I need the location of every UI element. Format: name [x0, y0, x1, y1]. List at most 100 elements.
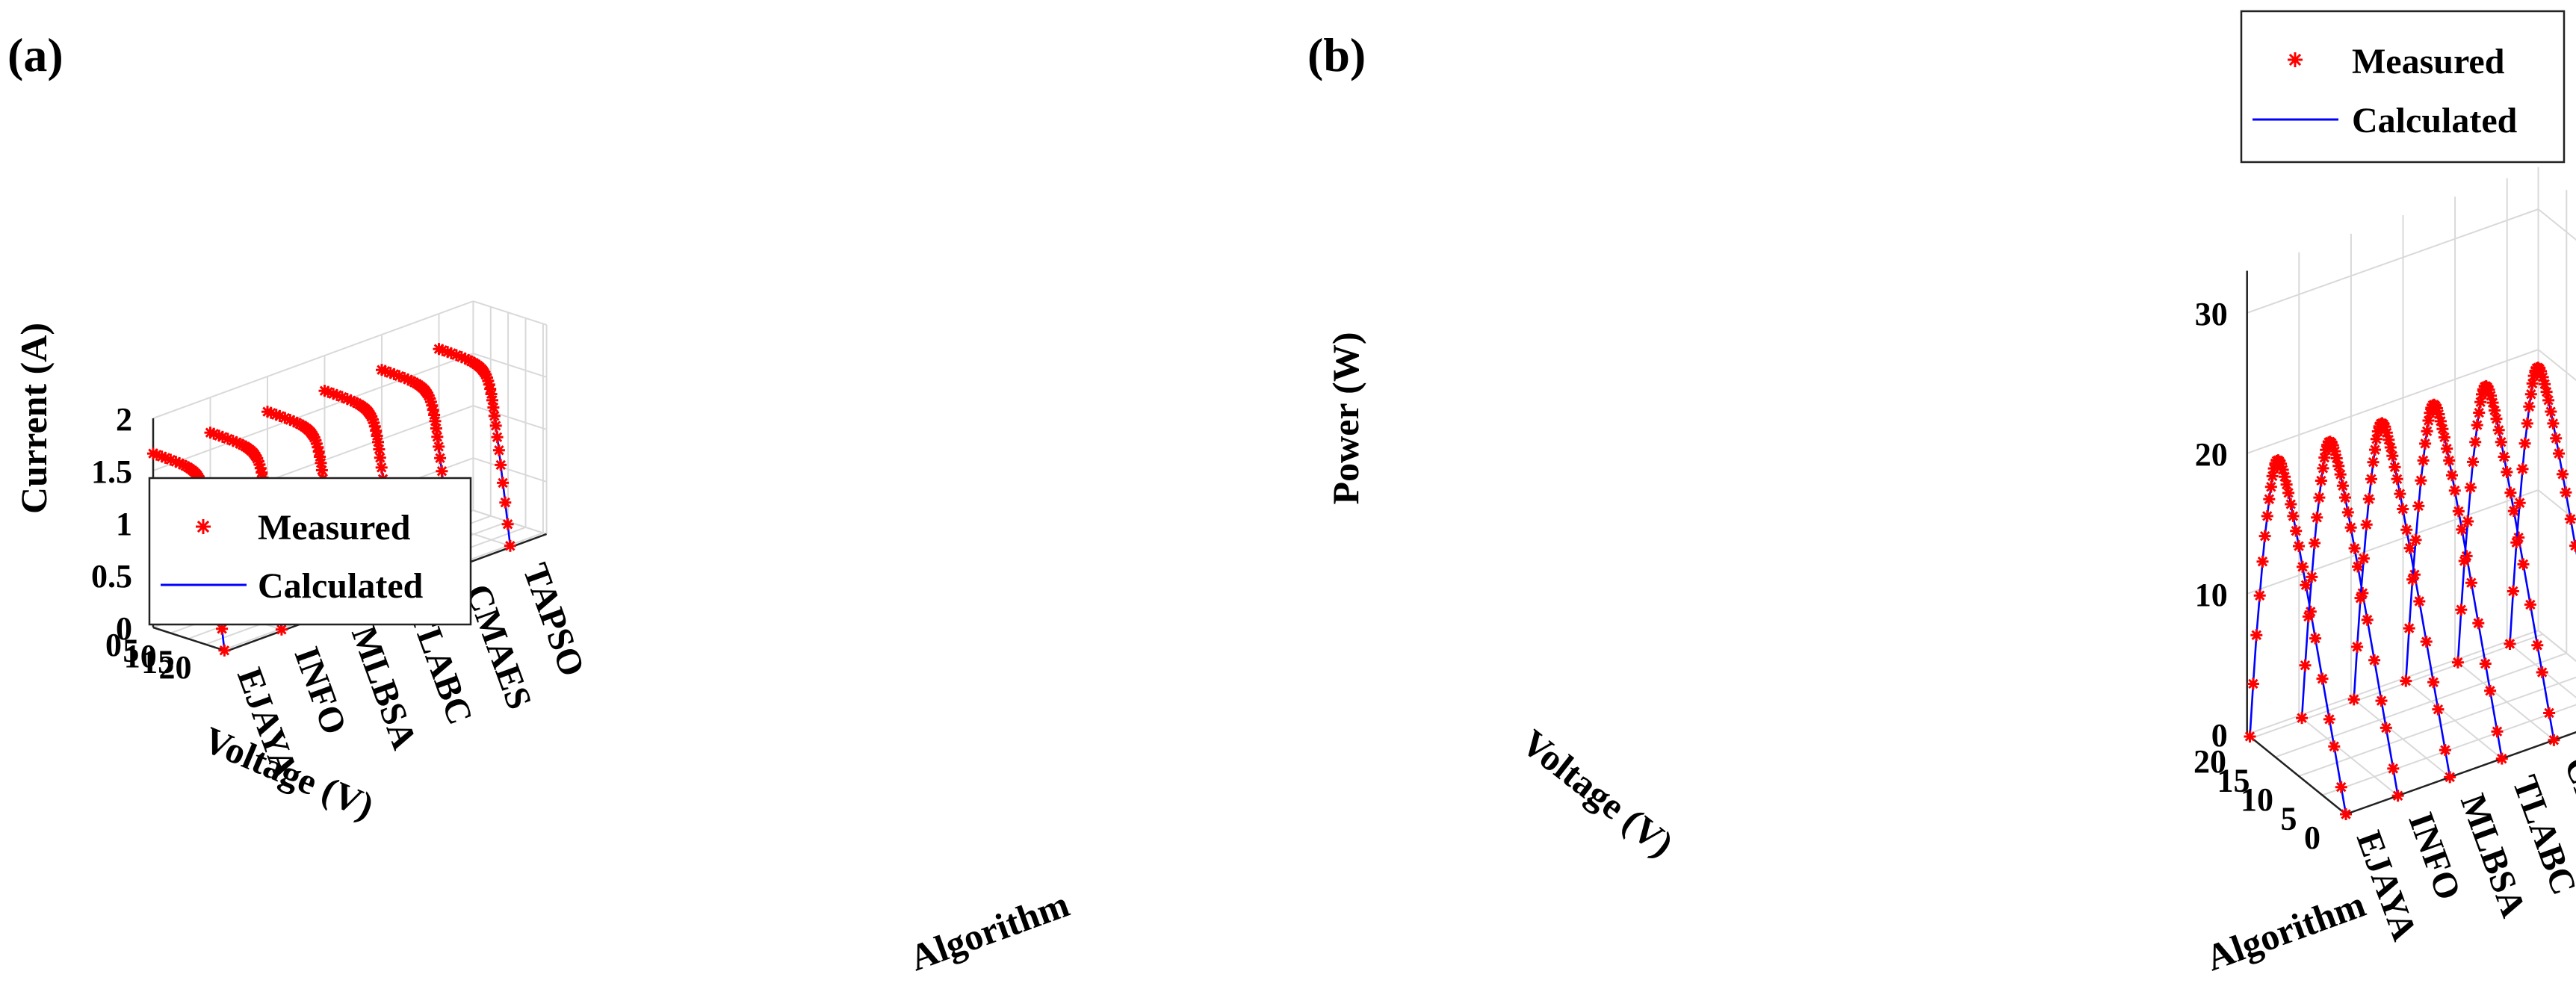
measured-point	[2467, 456, 2479, 468]
series-cmaes	[2451, 379, 2560, 746]
measured-point	[2495, 752, 2508, 765]
measured-point	[2476, 388, 2488, 400]
measured-point	[2474, 396, 2487, 409]
current-tick-label: 0	[116, 610, 132, 647]
measured-point	[2492, 424, 2505, 436]
power-tick-label: 0	[2211, 717, 2228, 754]
measured-point	[2290, 524, 2303, 537]
measured-point	[504, 539, 516, 552]
legend-b-box	[2240, 10, 2566, 164]
panel-b-tick-labels: 010203005101520EJAYAINFOMLBSATLABCCMAEST…	[2193, 296, 2576, 946]
measured-point	[2553, 447, 2565, 460]
measured-point	[2362, 493, 2375, 505]
measured-point	[2523, 400, 2536, 413]
grid-line	[473, 353, 547, 378]
measured-point	[2419, 437, 2432, 450]
measured-point	[2300, 579, 2312, 592]
measured-point	[2498, 450, 2510, 463]
measured-point	[2526, 377, 2539, 390]
measured-point	[2491, 725, 2504, 738]
voltage-tick-label: 15	[2217, 763, 2250, 799]
measured-point	[2344, 521, 2357, 534]
measured-point	[501, 518, 514, 530]
measured-point	[2464, 481, 2477, 494]
measured-point	[2287, 509, 2300, 522]
measured-point	[499, 496, 512, 509]
measured-point	[2545, 406, 2557, 418]
measured-point	[2412, 500, 2425, 512]
measured-point	[2569, 539, 2576, 552]
measured-point	[2455, 604, 2468, 616]
measured-point	[2427, 676, 2440, 689]
measured-point	[2244, 731, 2256, 743]
measured-point	[2357, 552, 2370, 565]
measured-point	[2371, 425, 2384, 438]
measured-point	[2518, 437, 2531, 450]
measured-point	[492, 444, 505, 456]
measured-point	[2547, 417, 2560, 430]
current-tick-label: 1	[116, 506, 132, 542]
current-axis-label: Current (A)	[13, 323, 55, 514]
measured-point	[2361, 613, 2374, 626]
measured-point	[315, 464, 328, 477]
measured-point	[2388, 461, 2401, 474]
current-tick-label: 0.5	[91, 558, 132, 595]
measured-point	[2524, 388, 2537, 400]
measured-point	[2253, 589, 2266, 602]
measured-point	[2348, 542, 2361, 554]
measured-point	[488, 409, 501, 422]
measured-point	[2448, 484, 2461, 497]
legend-b: Measured Calculated	[2240, 10, 2566, 164]
grid-line	[152, 353, 474, 471]
panel-label-a: (a)	[7, 28, 64, 81]
measured-point	[2504, 638, 2516, 650]
panel-b-series	[2244, 362, 2576, 820]
measured-point	[2368, 654, 2381, 666]
power-tick-label: 20	[2195, 436, 2228, 473]
measured-point	[2318, 451, 2331, 464]
measured-point	[2391, 473, 2403, 486]
measured-point	[491, 431, 504, 444]
legend-b-calculated-label: Calculated	[2352, 101, 2518, 140]
measured-point	[2413, 595, 2426, 607]
legend-a-measured-label: Measured	[258, 508, 411, 548]
measured-point	[2439, 744, 2451, 757]
algorithm-tick-label: INFO	[286, 642, 354, 740]
measured-point	[2473, 406, 2486, 419]
measured-point	[2328, 740, 2341, 753]
measured-point	[2296, 712, 2309, 725]
grid-line	[2537, 349, 2576, 382]
measured-point	[2400, 675, 2412, 687]
measured-point	[275, 623, 288, 636]
measured-point	[2313, 492, 2326, 504]
measured-point	[2524, 598, 2536, 611]
measured-point	[2557, 468, 2569, 480]
measured-point	[2370, 433, 2383, 445]
measured-point	[2415, 474, 2427, 487]
measured-point	[2469, 435, 2482, 448]
grid-line	[2251, 633, 2544, 739]
grid-line	[2247, 630, 2539, 735]
measured-point	[2352, 560, 2364, 573]
power-tick-label: 10	[2195, 577, 2228, 613]
measured-point	[487, 401, 500, 414]
measured-point	[2263, 493, 2276, 506]
legend-b-measured-marker	[2288, 52, 2303, 67]
grid-line	[2402, 678, 2503, 760]
measured-point	[2341, 506, 2354, 518]
measured-point	[495, 459, 507, 471]
measured-point	[2299, 659, 2312, 672]
measured-point	[2403, 622, 2415, 635]
measured-point	[2336, 480, 2349, 492]
algorithm-tick-label: TAPSO	[515, 558, 592, 681]
algorithm-axis-label: Algorithm	[904, 883, 1074, 979]
measured-point	[374, 451, 386, 464]
voltage-tick-label: 0	[105, 627, 122, 663]
measured-point	[2397, 503, 2409, 515]
panel-label-b: (b)	[1307, 28, 1366, 81]
grid-line	[2298, 676, 2576, 777]
grid-line	[473, 457, 547, 483]
measured-point	[2484, 684, 2497, 697]
measured-point	[433, 440, 445, 453]
